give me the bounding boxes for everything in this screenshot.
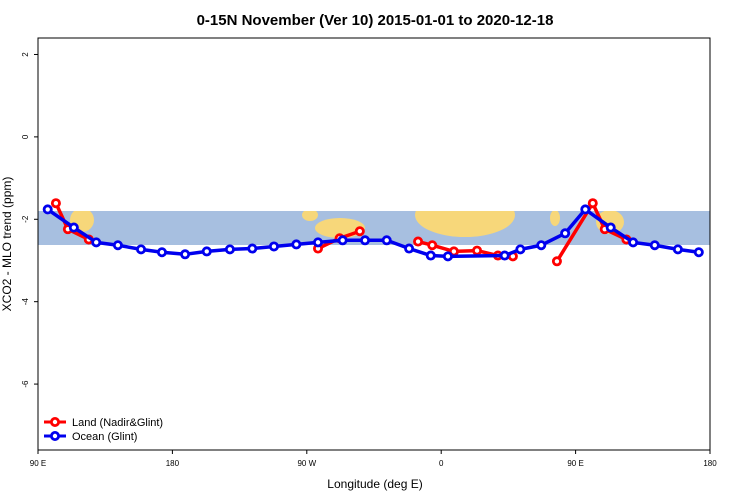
data-point: [68, 222, 79, 233]
data-point: [156, 247, 167, 258]
x-tick-label: 90 E: [567, 459, 583, 468]
data-point: [268, 241, 279, 252]
data-point: [360, 235, 371, 246]
y-axis-label: XCO2 - MLO trend (ppm): [0, 177, 14, 312]
data-point: [413, 236, 424, 247]
data-point: [354, 226, 365, 237]
x-tick-label: 180: [703, 459, 717, 468]
data-point: [551, 256, 562, 267]
x-tick-label: 90 E: [30, 459, 46, 468]
y-tick-label: -2: [21, 215, 30, 223]
x-tick-label: 90 W: [297, 459, 316, 468]
data-point: [337, 235, 348, 246]
data-point: [42, 204, 53, 215]
data-point: [50, 198, 61, 209]
map-strip: [38, 211, 710, 245]
data-point: [425, 250, 436, 261]
data-point: [312, 237, 323, 248]
data-point: [515, 244, 526, 255]
y-tick-label: 0: [21, 134, 30, 139]
x-tick-label: 180: [166, 459, 180, 468]
chart-title: 0-15N November (Ver 10) 2015-01-01 to 20…: [197, 12, 554, 29]
data-point: [91, 237, 102, 248]
x-axis-label: Longitude (deg E): [327, 477, 422, 491]
data-point: [404, 243, 415, 254]
legend-marker: [50, 416, 61, 427]
legend-label: Land (Nadir&Glint): [72, 417, 163, 429]
y-tick-label: -4: [21, 298, 30, 306]
y-tick-label: 2: [21, 52, 30, 57]
data-point: [587, 198, 598, 209]
data-point: [442, 251, 453, 262]
data-point: [427, 240, 438, 251]
data-point: [560, 228, 571, 239]
data-point: [247, 243, 258, 254]
legend-label: Ocean (Glint): [72, 431, 137, 443]
data-point: [649, 240, 660, 251]
data-point: [536, 240, 547, 251]
data-point: [605, 222, 616, 233]
data-point: [381, 235, 392, 246]
data-point: [693, 247, 704, 258]
data-point: [628, 237, 639, 248]
legend-marker: [50, 430, 61, 441]
data-point: [472, 245, 483, 256]
plot-frame: [37, 37, 711, 451]
data-point: [291, 239, 302, 250]
data-point: [580, 204, 591, 215]
y-tick-label: -6: [21, 380, 30, 388]
data-point: [224, 244, 235, 255]
x-tick-label: 0: [439, 459, 444, 468]
data-point: [499, 250, 510, 261]
data-point: [180, 249, 191, 260]
data-point: [136, 244, 147, 255]
data-point: [201, 246, 212, 257]
data-point: [112, 240, 123, 251]
data-point: [672, 244, 683, 255]
